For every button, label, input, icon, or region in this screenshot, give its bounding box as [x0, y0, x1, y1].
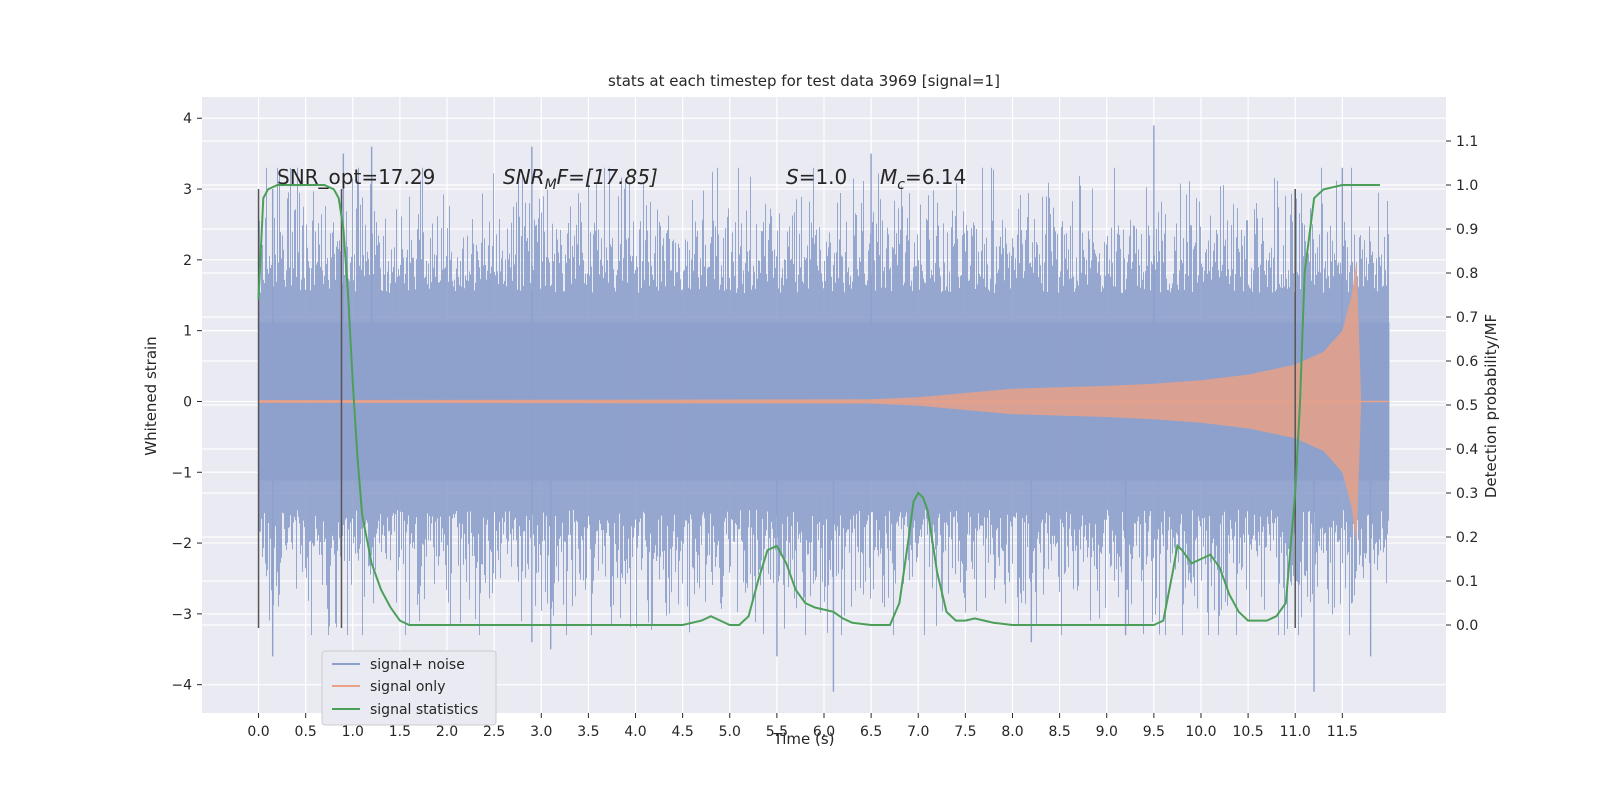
- y-left-tick-label: −1: [171, 465, 192, 481]
- annotation-s-rest: =1.0: [799, 165, 848, 189]
- x-tick-label: 11.5: [1327, 724, 1358, 740]
- annotation-snr-opt: SNR_opt=17.29: [277, 165, 435, 189]
- y-left-tick-label: −2: [171, 536, 192, 552]
- axis-ticks: 0.0 0.5 1.0 1.5 2.0 2.5 3.0 3.5 4.0 4.5 5.0 5.5 6.0 6…: [171, 111, 1478, 740]
- y-right-tick-label: 0.2: [1456, 530, 1478, 546]
- x-tick-label: 4.0: [624, 724, 646, 740]
- annotation-mc-rest: =6.14: [905, 165, 966, 189]
- x-tick-label: 7.0: [907, 724, 929, 740]
- y-right-tick-label: 0.3: [1456, 486, 1478, 502]
- x-tick-label: 1.0: [342, 724, 364, 740]
- legend-label-signal-statistics: signal statistics: [370, 702, 478, 718]
- annotation-row: SNR_opt=17.29 SNRMF=[17.85] S=1.0 Mc=6.1…: [277, 165, 966, 193]
- y-axis-label-left: Whitened strain: [142, 336, 160, 455]
- marker-lines: [257, 189, 1296, 629]
- annotation-snr-mf-main: SNR: [503, 165, 545, 189]
- legend: signal+ noise signal only signal statist…: [321, 650, 497, 726]
- y-right-tick-label: 0.0: [1456, 618, 1478, 634]
- y-right-tick-label: 0.7: [1456, 310, 1478, 326]
- x-tick-label: 0.5: [295, 724, 317, 740]
- x-tick-label: 5.0: [719, 724, 741, 740]
- series-signal-only: [258, 259, 1390, 544]
- annotation-s: S=1.0: [786, 165, 847, 189]
- y-right-tick-label: 0.9: [1456, 222, 1478, 238]
- y-left-tick-label: 4: [183, 111, 192, 127]
- y-left-tick-label: 0: [183, 394, 192, 410]
- y-right-tick-label: 0.6: [1456, 354, 1478, 370]
- x-tick-label: 5.5: [766, 724, 788, 740]
- x-tick-label: 11.0: [1280, 724, 1311, 740]
- y-left-tick-label: −4: [171, 678, 192, 694]
- x-tick-label: 6.0: [813, 724, 835, 740]
- x-tick-label: 0.0: [247, 724, 269, 740]
- x-tick-label: 7.5: [954, 724, 976, 740]
- y-right-tick-label: 0.8: [1456, 266, 1478, 282]
- x-tick-label: 2.5: [483, 724, 505, 740]
- annotation-snr-mf: SNRMF=[17.85]: [503, 165, 658, 193]
- y-left-tick-label: 1: [183, 324, 192, 340]
- y-right-tick-label: 1.1: [1456, 134, 1478, 150]
- annotation-mc: Mc=6.14: [880, 165, 966, 193]
- y-right-tick-label: 0.5: [1456, 398, 1478, 414]
- annotation-mc-sub: c: [897, 177, 905, 193]
- x-tick-label: 2.0: [436, 724, 458, 740]
- y-axis-label-right: Detection probability/MF: [1482, 314, 1500, 498]
- x-tick-label: 3.5: [577, 724, 599, 740]
- x-tick-label: 4.5: [672, 724, 694, 740]
- y-left-tick-label: 3: [183, 182, 192, 198]
- y-right-tick-label: 0.1: [1456, 574, 1478, 590]
- x-tick-label: 9.5: [1143, 724, 1165, 740]
- annotation-snr-mf-sub: M: [545, 177, 557, 193]
- annotation-mc-main: M: [880, 165, 897, 189]
- x-tick-label: 3.0: [530, 724, 552, 740]
- x-tick-label: 9.0: [1096, 724, 1118, 740]
- x-tick-label: 1.5: [389, 724, 411, 740]
- x-tick-label: 10.0: [1185, 724, 1216, 740]
- legend-label-signal-noise: signal+ noise: [370, 657, 465, 673]
- statistics-line: [257, 184, 1380, 626]
- y-right-tick-label: 1.0: [1456, 178, 1478, 194]
- annotation-s-main: S: [786, 165, 799, 189]
- legend-box: [321, 650, 497, 726]
- x-tick-label: 8.0: [1001, 724, 1023, 740]
- annotation-snr-mf-rest: F=[17.85]: [557, 165, 658, 189]
- x-tick-label: 8.5: [1048, 724, 1070, 740]
- chart-title: stats at each timestep for test data 396…: [608, 72, 1000, 90]
- series-signal-statistics: [257, 184, 1380, 626]
- x-axis-label: Time (s): [773, 730, 835, 748]
- x-tick-label: 6.5: [860, 724, 882, 740]
- y-right-tick-label: 0.4: [1456, 442, 1478, 458]
- x-tick-label: 10.5: [1233, 724, 1264, 740]
- legend-label-signal-only: signal only: [370, 679, 445, 695]
- y-left-tick-label: −3: [171, 607, 192, 623]
- y-left-tick-label: 2: [183, 253, 192, 269]
